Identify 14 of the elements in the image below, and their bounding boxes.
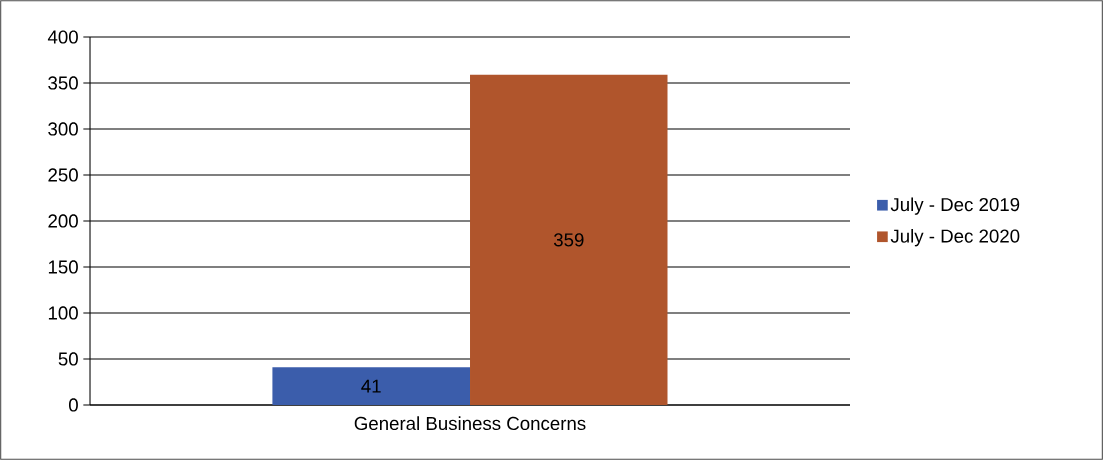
y-tick-label: 250 [48, 168, 78, 182]
data-label: 41 [361, 379, 381, 393]
x-tick-label: General Business Concerns [354, 416, 586, 431]
y-tick-label: 400 [47, 30, 78, 44]
y-tick-label: 150 [48, 260, 78, 274]
legend-label: July - Dec 2020 [890, 228, 1020, 247]
y-tick-label: 50 [58, 352, 78, 366]
data-label: 359 [553, 233, 584, 247]
y-tick-label: 200 [48, 214, 78, 228]
y-tick-label: 350 [48, 76, 78, 90]
y-tick-label: 300 [48, 122, 78, 136]
legend-label: July - Dec 2019 [890, 197, 1020, 215]
y-tick-label: 0 [68, 398, 78, 412]
y-tick-label: 100 [48, 306, 78, 320]
